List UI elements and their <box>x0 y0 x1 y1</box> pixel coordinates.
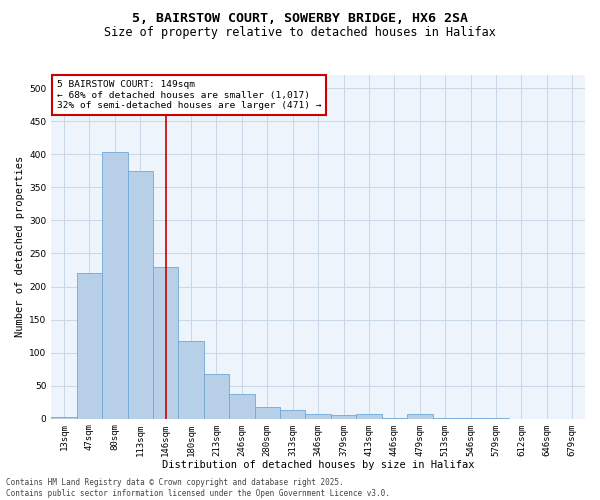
Text: Contains HM Land Registry data © Crown copyright and database right 2025.
Contai: Contains HM Land Registry data © Crown c… <box>6 478 390 498</box>
Bar <box>229 394 254 418</box>
Text: 5, BAIRSTOW COURT, SOWERBY BRIDGE, HX6 2SA: 5, BAIRSTOW COURT, SOWERBY BRIDGE, HX6 2… <box>132 12 468 26</box>
X-axis label: Distribution of detached houses by size in Halifax: Distribution of detached houses by size … <box>162 460 475 470</box>
Text: Size of property relative to detached houses in Halifax: Size of property relative to detached ho… <box>104 26 496 39</box>
Bar <box>305 414 331 418</box>
Bar <box>204 374 229 418</box>
Bar <box>254 408 280 418</box>
Bar <box>77 274 102 418</box>
Bar <box>178 340 204 418</box>
Bar <box>102 152 128 418</box>
Bar <box>153 266 178 418</box>
Text: 5 BAIRSTOW COURT: 149sqm
← 68% of detached houses are smaller (1,017)
32% of sem: 5 BAIRSTOW COURT: 149sqm ← 68% of detach… <box>56 80 321 110</box>
Bar <box>356 414 382 418</box>
Y-axis label: Number of detached properties: Number of detached properties <box>15 156 25 338</box>
Bar <box>407 414 433 418</box>
Bar <box>128 171 153 418</box>
Bar <box>331 416 356 418</box>
Bar <box>280 410 305 418</box>
